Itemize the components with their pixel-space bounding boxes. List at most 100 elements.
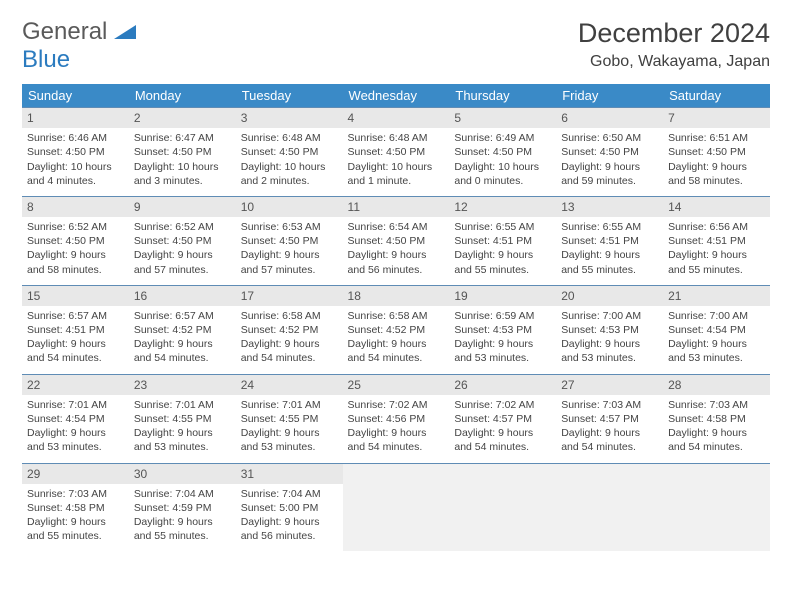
daylight-line: Daylight: 9 hours and 58 minutes. [27,248,124,276]
calendar-day-cell: 19Sunrise: 6:59 AMSunset: 4:53 PMDayligh… [449,285,556,374]
day-number: 23 [129,375,236,395]
calendar-day-cell: 1Sunrise: 6:46 AMSunset: 4:50 PMDaylight… [22,108,129,197]
daylight-line: Daylight: 9 hours and 54 minutes. [27,337,124,365]
calendar-head: SundayMondayTuesdayWednesdayThursdayFrid… [22,84,770,108]
calendar-day-cell: 28Sunrise: 7:03 AMSunset: 4:58 PMDayligh… [663,374,770,463]
calendar-day-cell: 8Sunrise: 6:52 AMSunset: 4:50 PMDaylight… [22,196,129,285]
calendar-day-cell: 31Sunrise: 7:04 AMSunset: 5:00 PMDayligh… [236,463,343,551]
sunset-line: Sunset: 4:51 PM [454,234,551,248]
calendar-day-cell: 4Sunrise: 6:48 AMSunset: 4:50 PMDaylight… [343,108,450,197]
day-number: 10 [236,197,343,217]
calendar-day-cell: 22Sunrise: 7:01 AMSunset: 4:54 PMDayligh… [22,374,129,463]
calendar-day-cell: 15 Sunrise: 6:57 AMSunset: 4:51 PMDayligh… [22,285,129,374]
day-number: 22 [22,375,129,395]
sunrise-line: Sunrise: 6:58 AM [241,309,338,323]
sunset-line: Sunset: 4:50 PM [134,145,231,159]
calendar-table: SundayMondayTuesdayWednesdayThursdayFrid… [22,84,770,551]
sunset-line: Sunset: 4:50 PM [561,145,658,159]
sunset-line: Sunset: 4:55 PM [134,412,231,426]
calendar-day-cell: 7Sunrise: 6:51 AMSunset: 4:50 PMDaylight… [663,108,770,197]
location: Gobo, Wakayama, Japan [578,53,770,71]
sunset-line: Sunset: 4:51 PM [561,234,658,248]
day-number: 16 [129,286,236,306]
day-header: Saturday [663,84,770,108]
logo-word-2: Blue [22,46,70,73]
day-header: Friday [556,84,663,108]
sunset-line: Sunset: 4:50 PM [27,145,124,159]
day-number: 29 [22,464,129,484]
day-number: 30 [129,464,236,484]
daylight-line: Daylight: 10 hours and 1 minute. [348,160,445,188]
sunrise-line: Sunrise: 7:02 AM [454,398,551,412]
daylight-line: Daylight: 9 hours and 55 minutes. [668,248,765,276]
daylight-line: Daylight: 9 hours and 54 minutes. [561,426,658,454]
sunset-line: Sunset: 5:00 PM [241,501,338,515]
calendar-week-row: 1Sunrise: 6:46 AMSunset: 4:50 PMDaylight… [22,108,770,197]
sunset-line: Sunset: 4:54 PM [668,323,765,337]
sunset-line: Sunset: 4:52 PM [134,323,231,337]
daylight-line: Daylight: 10 hours and 3 minutes. [134,160,231,188]
day-header: Tuesday [236,84,343,108]
calendar-week-row: 15Sunrise: 6:57 AMSunset: 4:51 PMDayligh… [22,285,770,374]
day-number: 15 [22,286,129,306]
sunset-line: Sunset: 4:53 PM [454,323,551,337]
calendar-day-cell: 26Sunrise: 7:02 AMSunset: 4:57 PMDayligh… [449,374,556,463]
sunrise-line: Sunrise: 7:04 AM [134,487,231,501]
sunrise-line: Sunrise: 6:51 AM [668,131,765,145]
sunset-line: Sunset: 4:51 PM [27,323,124,337]
sunrise-line: Sunrise: 7:01 AM [134,398,231,412]
day-number: 14 [663,197,770,217]
daylight-line: Daylight: 9 hours and 54 minutes. [454,426,551,454]
calendar-day-cell: 17Sunrise: 6:58 AMSunset: 4:52 PMDayligh… [236,285,343,374]
day-number: 6 [556,108,663,128]
daylight-line: Daylight: 10 hours and 2 minutes. [241,160,338,188]
daylight-line: Daylight: 9 hours and 55 minutes. [134,515,231,543]
daylight-line: Daylight: 9 hours and 54 minutes. [241,337,338,365]
day-number: 26 [449,375,556,395]
day-number: 2 [129,108,236,128]
calendar-body: 1Sunrise: 6:46 AMSunset: 4:50 PMDaylight… [22,108,770,552]
sunrise-line: Sunrise: 6:57 AM [27,309,124,323]
day-number: 28 [663,375,770,395]
daylight-line: Daylight: 9 hours and 53 minutes. [241,426,338,454]
day-number: 12 [449,197,556,217]
sunset-line: Sunset: 4:54 PM [27,412,124,426]
sunrise-line: Sunrise: 6:46 AM [27,131,124,145]
logo-word-1: General [22,18,107,45]
sunrise-line: Sunrise: 6:55 AM [454,220,551,234]
day-number: 1 [22,108,129,128]
day-number: 13 [556,197,663,217]
day-number: 27 [556,375,663,395]
calendar-day-cell: 16 Sunrise: 6:57 AMSunset: 4:52 PMDayligh… [129,285,236,374]
sunrise-line: Sunrise: 6:52 AM [134,220,231,234]
daylight-line: Daylight: 9 hours and 53 minutes. [27,426,124,454]
day-header: Wednesday [343,84,450,108]
calendar-week-row: 29Sunrise: 7:03 AMSunset: 4:58 PMDayligh… [22,463,770,551]
sunset-line: Sunset: 4:50 PM [348,234,445,248]
daylight-line: Daylight: 9 hours and 56 minutes. [241,515,338,543]
daylight-line: Daylight: 9 hours and 54 minutes. [668,426,765,454]
sunrise-line: Sunrise: 6:58 AM [348,309,445,323]
day-header-row: SundayMondayTuesdayWednesdayThursdayFrid… [22,84,770,108]
header-bar: General Blue December 2024 Gobo, Wakayam… [22,18,770,74]
calendar-day-cell: 5Sunrise: 6:49 AMSunset: 4:50 PMDaylight… [449,108,556,197]
sunset-line: Sunset: 4:50 PM [668,145,765,159]
calendar-day-cell: 18Sunrise: 6:58 AMSunset: 4:52 PMDayligh… [343,285,450,374]
calendar-day-cell: 29Sunrise: 7:03 AMSunset: 4:58 PMDayligh… [22,463,129,551]
calendar-day-cell: 9Sunrise: 6:52 AMSunset: 4:50 PMDaylight… [129,196,236,285]
daylight-line: Daylight: 9 hours and 54 minutes. [134,337,231,365]
daylight-line: Daylight: 9 hours and 59 minutes. [561,160,658,188]
calendar-day-cell: 27Sunrise: 7:03 AMSunset: 4:57 PMDayligh… [556,374,663,463]
daylight-line: Daylight: 9 hours and 58 minutes. [668,160,765,188]
sunrise-line: Sunrise: 6:57 AM [134,309,231,323]
sunrise-line: Sunrise: 7:03 AM [561,398,658,412]
sunrise-line: Sunrise: 6:50 AM [561,131,658,145]
daylight-line: Daylight: 9 hours and 53 minutes. [668,337,765,365]
day-number: 20 [556,286,663,306]
sunset-line: Sunset: 4:50 PM [241,145,338,159]
sunrise-line: Sunrise: 6:48 AM [348,131,445,145]
sunset-line: Sunset: 4:58 PM [27,501,124,515]
calendar-day-cell: 12Sunrise: 6:55 AMSunset: 4:51 PMDayligh… [449,196,556,285]
sunrise-line: Sunrise: 7:02 AM [348,398,445,412]
logo-triangle-icon [114,23,136,39]
